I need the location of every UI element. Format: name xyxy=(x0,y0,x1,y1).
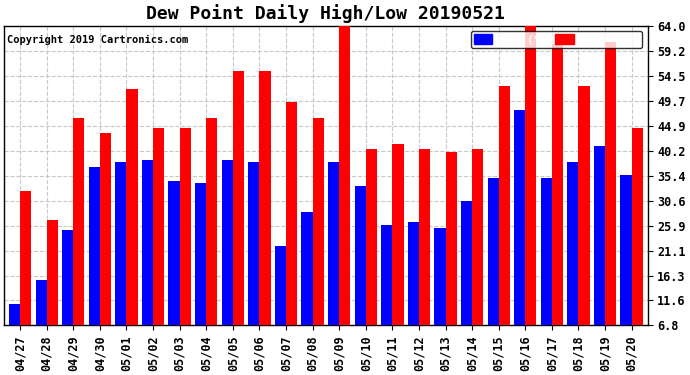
Bar xyxy=(419,149,430,326)
Bar xyxy=(514,110,525,326)
Bar xyxy=(408,222,419,326)
Bar xyxy=(499,86,510,326)
Bar xyxy=(153,128,164,326)
Bar xyxy=(446,152,457,326)
Bar xyxy=(472,149,483,326)
Bar xyxy=(100,134,111,326)
Bar xyxy=(605,42,616,326)
Bar xyxy=(9,303,20,326)
Bar xyxy=(567,162,578,326)
Bar xyxy=(248,162,259,326)
Bar xyxy=(275,246,286,326)
Bar xyxy=(73,118,84,326)
Bar xyxy=(435,228,446,326)
Bar xyxy=(355,186,366,326)
Title: Dew Point Daily High/Low 20190521: Dew Point Daily High/Low 20190521 xyxy=(146,4,505,23)
Bar xyxy=(20,191,31,326)
Bar xyxy=(179,128,191,326)
Bar xyxy=(488,178,499,326)
Bar xyxy=(541,178,552,326)
Bar xyxy=(461,201,472,326)
Bar xyxy=(313,118,324,326)
Bar xyxy=(594,147,605,326)
Bar xyxy=(620,175,631,326)
Bar xyxy=(142,160,153,326)
Bar xyxy=(302,212,313,326)
Bar xyxy=(62,230,73,326)
Bar xyxy=(525,26,536,326)
Legend: Low  (°F), High  (°F): Low (°F), High (°F) xyxy=(471,31,642,48)
Bar xyxy=(36,280,47,326)
Bar xyxy=(89,167,100,326)
Bar xyxy=(168,180,179,326)
Bar xyxy=(206,118,217,326)
Bar xyxy=(115,162,126,326)
Bar xyxy=(195,183,206,326)
Bar xyxy=(328,162,339,326)
Bar xyxy=(259,70,270,326)
Bar xyxy=(126,89,137,326)
Bar xyxy=(233,70,244,326)
Bar xyxy=(47,220,58,326)
Bar xyxy=(339,26,351,326)
Bar xyxy=(393,144,404,326)
Bar xyxy=(381,225,393,326)
Bar xyxy=(221,160,233,326)
Bar xyxy=(631,128,643,326)
Bar xyxy=(552,44,563,326)
Text: Copyright 2019 Cartronics.com: Copyright 2019 Cartronics.com xyxy=(8,35,188,45)
Bar xyxy=(578,86,590,326)
Bar xyxy=(366,149,377,326)
Bar xyxy=(286,102,297,326)
